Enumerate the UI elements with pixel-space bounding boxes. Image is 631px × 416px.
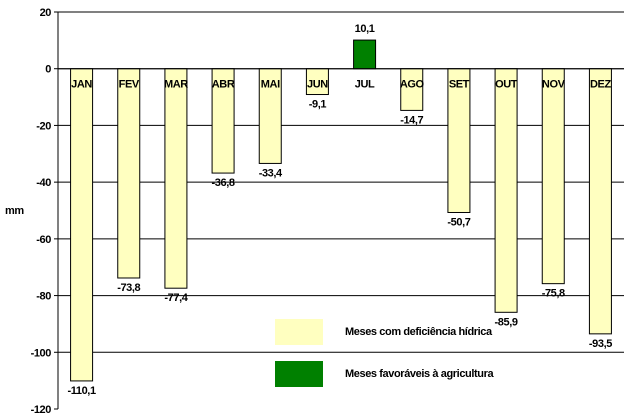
data-label: -85,9 — [495, 316, 518, 328]
x-category-label: MAI — [261, 79, 280, 91]
x-category-label: DEZ — [590, 79, 611, 91]
bar-mar — [164, 68, 188, 289]
y-tick-label: 20 — [40, 7, 52, 19]
x-category-label: JAN — [71, 79, 92, 91]
y-tick-label: -60 — [36, 234, 51, 246]
bar-out — [494, 68, 518, 313]
bar-jul — [353, 39, 377, 70]
y-tick-label: -20 — [36, 120, 51, 132]
bar-nov — [541, 68, 565, 285]
data-label: -77,4 — [164, 292, 188, 304]
y-tick-label: -80 — [36, 291, 51, 303]
x-category-label: OUT — [495, 79, 518, 91]
y-tick-label: -40 — [36, 177, 51, 189]
data-label: -36,8 — [212, 177, 235, 189]
legend-swatch-favorable — [275, 361, 323, 387]
data-label: -75,8 — [542, 288, 565, 300]
legend-swatch-deficit — [275, 319, 323, 345]
data-label: -9,1 — [309, 99, 327, 111]
bar-jan — [70, 68, 94, 382]
x-category-label: SET — [449, 79, 470, 91]
x-category-label: FEV — [119, 79, 140, 91]
data-label: -110,1 — [67, 385, 95, 397]
x-category-label: NOV — [542, 79, 566, 91]
bars — [70, 39, 612, 382]
data-label: -14,7 — [400, 114, 423, 126]
legend-label-deficit: Meses com deficiência hídrica — [345, 326, 492, 338]
data-label: -93,5 — [589, 338, 612, 350]
data-label: 10,1 — [355, 23, 375, 35]
y-tick-label: 0 — [45, 64, 51, 76]
x-category-label: JUN — [307, 79, 328, 91]
x-category-label: JUL — [355, 79, 375, 91]
legend-item-favorable: Meses favoráveis à agricultura — [275, 361, 575, 387]
y-axis-label: mm — [5, 205, 24, 217]
x-category-label: AGO — [400, 79, 425, 91]
gridlines — [58, 11, 624, 353]
x-category-label: MAR — [164, 79, 188, 91]
bar-dez — [588, 68, 612, 335]
x-category-label: ABR — [212, 79, 235, 91]
legend-item-deficit: Meses com deficiência hídrica — [275, 319, 575, 345]
axes: 20 0 -20 -40 -60 -80 -100 -120 — [31, 7, 59, 416]
bar-fev — [117, 68, 141, 279]
y-tick-label: -120 — [31, 404, 52, 416]
legend-label-favorable: Meses favoráveis à agricultura — [345, 368, 494, 380]
data-label: -50,7 — [447, 216, 470, 228]
labels: JAN -110,1 FEV -73,8 MAR -77,4 ABR -36,8 MAI -33,… — [58, 23, 624, 397]
data-label: -73,8 — [117, 282, 140, 294]
y-tick-label: -100 — [31, 347, 52, 359]
data-label: -33,4 — [259, 167, 283, 179]
